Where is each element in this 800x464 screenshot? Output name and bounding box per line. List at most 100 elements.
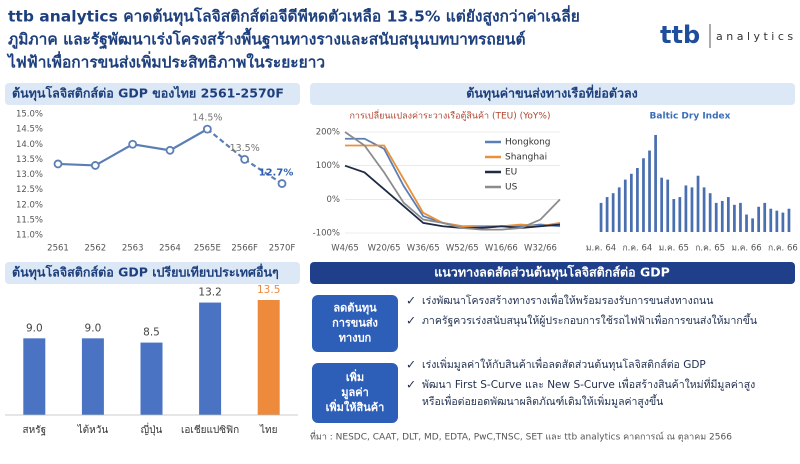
title-line: ttb analytics คาดต้นทุนโลจิสติกส์ต่อจีดี… [8, 5, 580, 28]
strategy-label: เพิ่ม [346, 369, 364, 384]
bar [757, 206, 761, 232]
strategy-label: มูลค่า [341, 386, 369, 400]
y-tick-label: 0% [327, 195, 341, 205]
bar [733, 204, 736, 232]
section-heading-bg [5, 83, 300, 105]
strategy-label: ทางบก [339, 332, 372, 345]
bar [599, 202, 603, 232]
point [277, 179, 287, 188]
x-tick-label: W16/66 [485, 244, 518, 254]
bar [629, 173, 633, 232]
x-tick-label: W4/65 [331, 244, 359, 254]
check-icon: ✓ [406, 314, 416, 328]
check-icon: ✓ [406, 378, 416, 392]
section-heading-bg [310, 83, 795, 105]
y-tick-label: 14.0% [16, 140, 43, 150]
bar [642, 158, 645, 232]
point [202, 124, 212, 134]
bar [763, 202, 767, 232]
bar [775, 210, 779, 232]
data-label: 12.7% [259, 168, 294, 179]
x-tick-label: ม.ค. 64 [586, 244, 616, 254]
y-tick-label: 15.0% [16, 110, 43, 120]
x-tick-label: ไทย [259, 424, 277, 436]
bar [726, 197, 730, 232]
bar [690, 187, 694, 232]
x-tick-label: W20/65 [368, 244, 401, 254]
section-heading-bg [5, 262, 300, 284]
y-tick-label: 14.5% [16, 125, 43, 135]
bar [257, 300, 280, 415]
legend-label: US [505, 183, 518, 193]
bar [714, 202, 718, 232]
y-tick-label: 12.0% [16, 200, 43, 210]
section-heading: ต้นทุนค่าขนส่งทางเรือที่ย่อตัวลง [466, 85, 637, 102]
bar [660, 177, 664, 232]
bar [81, 338, 104, 415]
x-tick-label: ญี่ปุ่น [141, 422, 163, 436]
x-tick-label: สหรัฐ [23, 425, 47, 436]
point [128, 139, 138, 149]
x-tick-label: ไต้หวัน [77, 424, 109, 436]
section-heading: แนวทางลดสัดส่วนต้นทุนโลจิสติกส์ต่อ GDP [434, 265, 670, 281]
strategy-label-box [312, 295, 398, 352]
section-heading: ต้นทุนโลจิสติกส์ต่อ GDP เปรียบเทียบประเท… [12, 264, 279, 281]
bar [23, 338, 46, 415]
legend-label: EU [505, 168, 517, 178]
x-tick-label: 2561 [47, 244, 69, 254]
point [165, 145, 175, 155]
bar [720, 200, 724, 232]
strategy-item: พัฒนา First S-Curve และ New S-Curve เพื่… [422, 377, 755, 391]
x-tick-label: ม.ค. 65 [659, 244, 689, 254]
check-icon: ✓ [406, 358, 416, 372]
bar [654, 135, 657, 232]
x-tick-label: W32/66 [524, 244, 557, 254]
bar [708, 193, 712, 232]
bar [672, 199, 676, 232]
title-line: ภูมิภาค และรัฐพัฒนาเร่งโครงสร้างพื้นฐานท… [8, 28, 526, 51]
x-tick-label: 2562 [85, 244, 107, 254]
strategy-item: เร่งเพิ่มมูลค่าให้กับสินค้าเพื่อลดสัดส่ว… [422, 357, 706, 371]
section-heading: ต้นทุนโลจิสติกส์ต่อ GDP ของไทย 2561-2570… [12, 86, 284, 102]
bar [684, 185, 688, 232]
bar [769, 208, 773, 232]
x-tick-label: ก.ค. 65 [695, 244, 725, 254]
point [53, 159, 63, 169]
y-tick-label: 100% [316, 161, 340, 171]
chart-title: Baltic Dry Index [650, 112, 731, 122]
y-tick-label: 11.0% [16, 231, 43, 241]
bar [666, 179, 670, 232]
x-tick-label: ม.ค. 66 [731, 244, 761, 254]
y-tick-label: 13.5% [16, 155, 43, 165]
check-icon: ✓ [406, 294, 416, 308]
x-tick-label: W52/65 [446, 244, 479, 254]
bar [751, 218, 754, 232]
x-tick-label: เอเชียแปซิฟิก [181, 424, 239, 436]
data-label: 13.5% [230, 143, 260, 154]
bar [702, 187, 706, 232]
x-tick-label: ก.ค. 66 [768, 244, 798, 254]
chart-title: การเปลี่ยนแปลงค่าระวางเรือตู้สินค้า (TEU… [349, 109, 550, 122]
strategy-item: เร่งพัฒนาโครงสร้างทางรางเพื่อให้พร้อมรอง… [422, 293, 713, 307]
bar [611, 193, 615, 232]
strategy-label-box [312, 363, 398, 423]
bar [636, 167, 639, 232]
bar [678, 197, 682, 232]
x-tick-label: 2565E [194, 244, 221, 254]
x-tick-label: 2566F [231, 244, 258, 254]
bar [623, 179, 627, 232]
bar [739, 202, 742, 232]
bar [781, 212, 785, 232]
data-label: 14.5% [192, 113, 222, 124]
bar [648, 150, 651, 232]
source: ที่มา : NESDC, CAAT, DLT, MD, EDTA, PwC,… [310, 430, 732, 443]
strategy-label: การขนส่ง [332, 317, 378, 330]
y-tick-label: 12.5% [16, 185, 43, 195]
y-tick-label: 11.5% [16, 215, 43, 225]
x-tick-label: W36/65 [407, 244, 440, 254]
legend-label: Shanghai [505, 153, 547, 163]
bar [199, 302, 222, 415]
x-tick-label: 2564 [159, 244, 181, 254]
line [344, 131, 561, 231]
